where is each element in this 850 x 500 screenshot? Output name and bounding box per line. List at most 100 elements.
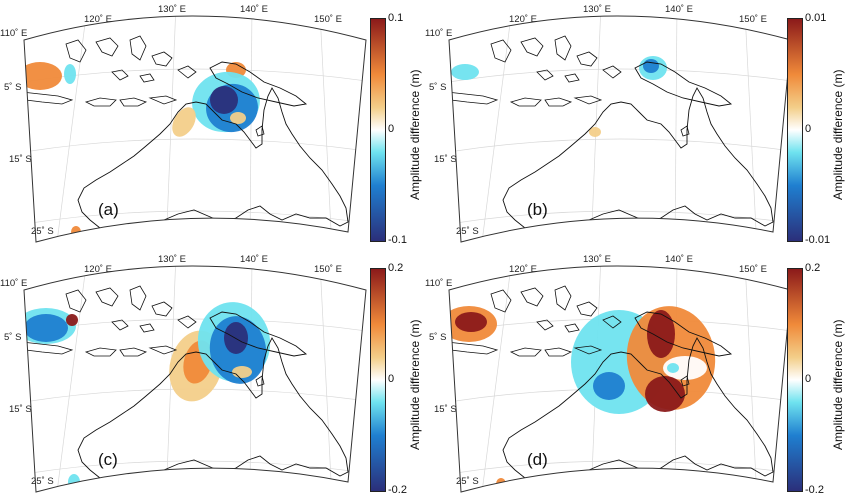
island-coastline xyxy=(536,319,554,331)
map-frame xyxy=(23,15,367,243)
lon-label-130: 130˚ E xyxy=(158,254,186,265)
island-coastline xyxy=(544,97,573,107)
lat-label-25s: 25˚ S xyxy=(31,226,54,237)
map-panel-b: (b) 110˚ E 120˚ E 130˚ E 140˚ E 150˚ E 5… xyxy=(425,0,850,250)
map-panel-a: (a) 110˚ E 120˚ E 130˚ E 140˚ E 150˚ E 5… xyxy=(0,0,425,250)
island-coastline xyxy=(573,345,603,355)
lat-label-25s: 25˚ S xyxy=(456,476,479,487)
amplitude-contour xyxy=(663,356,707,380)
colorbar-min-label: -0.2 xyxy=(388,484,407,496)
island-coastline xyxy=(536,69,554,81)
map-panel-c: (c) 110˚ E 120˚ E 130˚ E 140˚ E 150˚ E 5… xyxy=(0,250,425,500)
island-coastline xyxy=(449,341,499,355)
colorbar-mid-label: 0 xyxy=(388,373,395,385)
meridian-line xyxy=(249,16,253,242)
colorbar xyxy=(787,268,803,492)
amplitude-contour xyxy=(593,372,625,400)
lat-label-15s: 15˚ S xyxy=(434,404,457,415)
lon-label-120: 120˚ E xyxy=(84,264,112,275)
lon-label-110: 110˚ E xyxy=(0,28,28,39)
island-coastline xyxy=(129,285,147,311)
colorbar-min-label: -0.01 xyxy=(805,234,831,246)
island-coastline xyxy=(255,125,265,137)
island-coastline xyxy=(95,287,119,307)
colorbar-max-label: 0.2 xyxy=(805,262,821,274)
amplitude-contour xyxy=(66,314,78,326)
panel-label: (a) xyxy=(98,200,119,219)
lat-label-5s: 5˚ S xyxy=(4,332,22,343)
lon-label-120: 120˚ E xyxy=(509,264,537,275)
island-coastline xyxy=(139,323,155,333)
amplitude-contour xyxy=(24,314,68,342)
parallel-line xyxy=(449,210,791,229)
meridian-line xyxy=(674,16,678,242)
parallel-line xyxy=(449,138,791,157)
island-coastline xyxy=(177,65,197,79)
meridian-line xyxy=(480,16,512,242)
island-coastline xyxy=(680,125,690,137)
amplitude-contour xyxy=(496,478,506,490)
island-coastline xyxy=(449,91,499,105)
island-coastline xyxy=(139,73,155,83)
lat-label-5s: 5˚ S xyxy=(429,332,447,343)
map-a xyxy=(23,15,367,243)
map-content xyxy=(449,16,791,242)
island-coastline xyxy=(554,285,572,311)
meridian-line xyxy=(744,16,758,242)
colorbar xyxy=(370,18,386,242)
parallel-line xyxy=(449,460,791,479)
island-coastline xyxy=(24,341,74,355)
meridian-line xyxy=(319,16,333,242)
lon-label-130: 130˚ E xyxy=(583,254,611,265)
colorbar xyxy=(787,18,803,242)
colorbar-mid-label: 0 xyxy=(805,373,812,385)
new-guinea-coastline xyxy=(634,61,733,107)
island-coastline xyxy=(24,91,74,105)
map-frame xyxy=(448,265,792,493)
meridian-line xyxy=(165,16,177,242)
map-d xyxy=(448,265,792,493)
lon-label-140: 140˚ E xyxy=(665,4,693,15)
island-coastline xyxy=(129,35,147,61)
island-coastline xyxy=(111,319,129,331)
map-content xyxy=(449,266,791,492)
island-coastline xyxy=(84,97,117,107)
meridian-line xyxy=(480,266,512,492)
island-coastline xyxy=(151,51,173,67)
colorbar-max-label: 0.2 xyxy=(388,262,404,274)
amplitude-contour xyxy=(667,363,679,373)
lon-label-150: 150˚ E xyxy=(739,14,767,25)
amplitude-contour xyxy=(172,107,196,137)
lat-label-5s: 5˚ S xyxy=(429,82,447,93)
panel-label: (d) xyxy=(527,450,548,469)
colorbar-max-label: 0.1 xyxy=(388,12,404,24)
lon-label-130: 130˚ E xyxy=(158,4,186,15)
colorbar-title: Amplitude difference (m) xyxy=(831,69,845,201)
lon-label-140: 140˚ E xyxy=(240,4,268,15)
meridian-line xyxy=(55,266,87,492)
island-coastline xyxy=(509,347,542,357)
new-guinea-coastline xyxy=(634,311,733,357)
lon-label-120: 120˚ E xyxy=(84,14,112,25)
island-coastline xyxy=(490,39,512,63)
island-coastline xyxy=(65,39,87,63)
map-content xyxy=(24,16,366,242)
panel-label: (b) xyxy=(527,200,548,219)
lon-label-130: 130˚ E xyxy=(583,4,611,15)
lat-label-5s: 5˚ S xyxy=(4,82,22,93)
colorbar-title: Amplitude difference (m) xyxy=(831,319,845,451)
island-coastline xyxy=(148,345,178,355)
island-coastline xyxy=(177,315,197,329)
amplitude-contour xyxy=(451,64,479,80)
island-coastline xyxy=(151,301,173,317)
amplitude-contour xyxy=(589,127,601,137)
island-coastline xyxy=(576,301,598,317)
amplitude-contour xyxy=(232,366,252,378)
meridian-line xyxy=(590,16,602,242)
colorbar-title: Amplitude difference (m) xyxy=(408,319,422,451)
lon-label-110: 110˚ E xyxy=(425,28,453,39)
island-coastline xyxy=(148,95,178,105)
island-coastline xyxy=(564,73,580,83)
island-coastline xyxy=(509,97,542,107)
lat-label-25s: 25˚ S xyxy=(31,476,54,487)
